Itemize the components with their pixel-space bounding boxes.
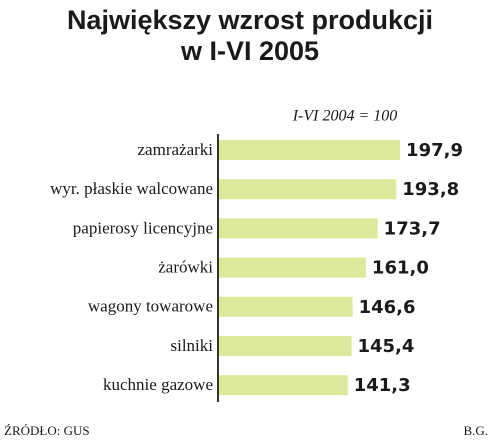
bar [219, 179, 397, 200]
bar [219, 257, 366, 278]
author: B.G. [463, 423, 488, 438]
bar [219, 336, 352, 356]
value-label: 146,6 [359, 297, 416, 318]
value-label: 161,0 [372, 258, 429, 279]
category-label: żarówki [158, 258, 213, 277]
value-label: 197,9 [406, 140, 463, 161]
bar [219, 140, 401, 160]
source: ŹRÓDŁO: GUS [4, 423, 90, 438]
category-label: silniki [170, 336, 213, 355]
category-label: zamrażarki [138, 140, 214, 159]
value-label: 145,4 [357, 336, 414, 357]
chart-title-line2: w I-VI 2005 [180, 36, 319, 66]
bar [219, 296, 353, 317]
chart-title: Największy wzrost produkcji [67, 5, 433, 35]
category-label: papierosy licencyjne [73, 218, 213, 237]
bar [219, 218, 378, 239]
value-label: 141,3 [354, 375, 411, 396]
value-label: 193,8 [402, 179, 459, 200]
category-label: kuchnie gazowe [103, 375, 213, 394]
value-label: 173,7 [384, 218, 441, 239]
category-label: wagony towarowe [88, 297, 213, 316]
subtitle: I-VI 2004 = 100 [292, 108, 398, 125]
bar [219, 375, 348, 396]
category-label: wyr. płaskie walcowane [50, 179, 213, 198]
